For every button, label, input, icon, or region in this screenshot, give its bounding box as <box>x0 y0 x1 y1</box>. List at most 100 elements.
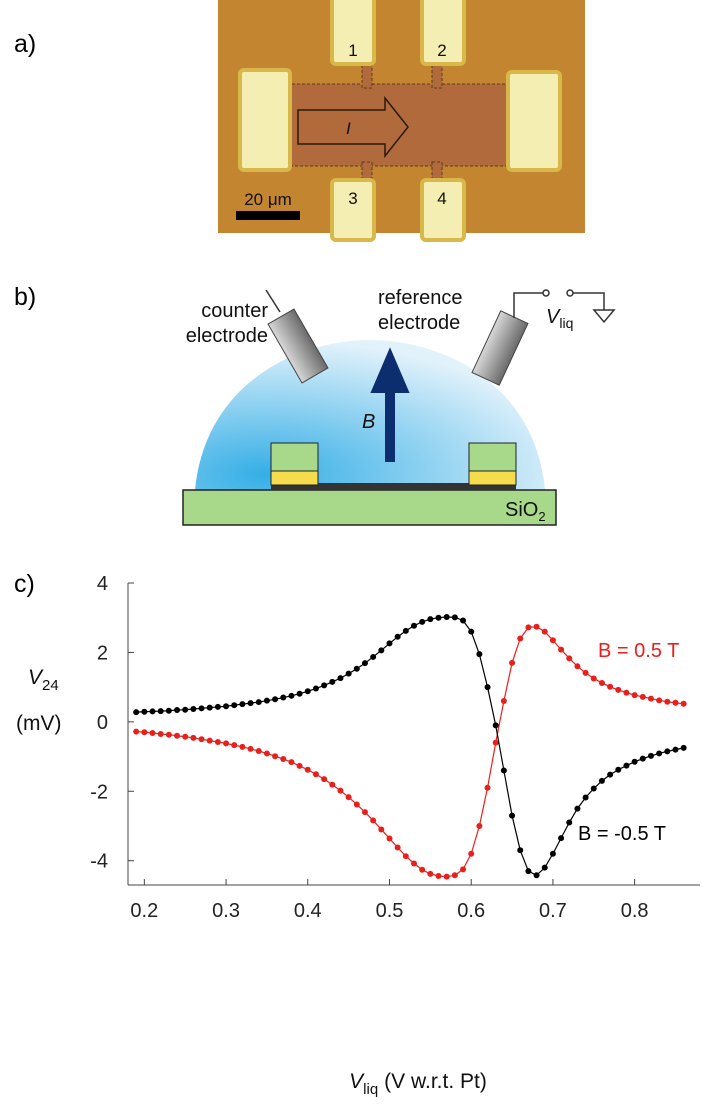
data-point <box>476 823 482 829</box>
data-point <box>403 628 409 634</box>
data-point <box>534 872 540 878</box>
data-point <box>591 675 597 681</box>
data-point <box>329 782 335 788</box>
data-point <box>297 691 303 697</box>
data-point <box>386 640 392 646</box>
data-point <box>436 615 442 621</box>
data-point <box>158 731 164 737</box>
x-tick-label: 0.4 <box>294 900 322 922</box>
data-point <box>362 660 368 666</box>
data-point <box>574 663 580 669</box>
data-point <box>199 736 205 742</box>
data-point <box>664 748 670 754</box>
data-point <box>264 698 270 704</box>
data-point <box>664 699 670 705</box>
counter-label: electrode <box>186 325 268 347</box>
data-point <box>493 722 499 728</box>
potential-label: Vliq <box>546 306 573 331</box>
data-point <box>182 707 188 713</box>
data-point <box>444 874 450 880</box>
data-point <box>248 700 254 706</box>
x-axis-label: Vliq(V w.r.t. Pt) <box>349 1070 487 1098</box>
data-point <box>599 680 605 686</box>
y-tick-label: -2 <box>90 781 108 803</box>
data-point <box>656 697 662 703</box>
data-point <box>231 702 237 708</box>
data-point <box>509 813 515 819</box>
pad-label: 4 <box>437 189 446 208</box>
data-point <box>272 696 278 702</box>
data-point <box>509 660 515 666</box>
data-point <box>166 708 172 714</box>
series-label: B = -0.5 T <box>578 823 666 845</box>
data-point <box>313 686 319 692</box>
counter-label: counter <box>201 300 268 322</box>
substrate-text: SiO <box>505 499 538 521</box>
figure: a) b) c) 1 2 3 4 I 20 μm <box>0 0 708 1118</box>
data-point <box>133 709 139 715</box>
data-point <box>591 785 597 791</box>
reference-label: reference <box>378 287 463 309</box>
data-point <box>640 694 646 700</box>
panel-label: a) <box>14 30 36 58</box>
substrate-sub: 2 <box>538 509 545 524</box>
data-point <box>632 692 638 698</box>
data-point <box>648 753 654 759</box>
data-point <box>248 746 254 752</box>
y-tick-label: 2 <box>97 642 108 664</box>
panel-label: b) <box>14 283 36 311</box>
data-point <box>558 835 564 841</box>
data-point <box>207 738 213 744</box>
data-point <box>427 616 433 622</box>
data-point <box>460 866 466 872</box>
data-point <box>599 778 605 784</box>
data-point <box>223 740 229 746</box>
data-point <box>583 670 589 676</box>
data-point <box>305 688 311 694</box>
data-point <box>395 634 401 640</box>
data-point <box>329 679 335 685</box>
data-point <box>452 872 458 878</box>
data-point <box>444 614 450 620</box>
data-point <box>239 701 245 707</box>
data-point <box>150 730 156 736</box>
x-tick-label: 0.5 <box>376 900 404 922</box>
data-point <box>272 753 278 759</box>
data-point <box>215 704 221 710</box>
data-point <box>362 809 368 815</box>
y-axis-unit: (mV) <box>16 712 62 735</box>
pad-label: 1 <box>348 41 357 60</box>
data-point <box>174 707 180 713</box>
data-point <box>395 845 401 851</box>
data-point <box>150 708 156 714</box>
data-point <box>386 835 392 841</box>
x-tick-label: 0.8 <box>621 900 649 922</box>
field-label: B <box>362 411 375 433</box>
data-point <box>337 788 343 794</box>
data-point <box>534 624 540 630</box>
data-point <box>337 675 343 681</box>
data-point <box>346 671 352 677</box>
data-point <box>207 705 213 711</box>
data-point <box>566 655 572 661</box>
data-point <box>517 636 523 642</box>
data-point <box>321 682 327 688</box>
data-point <box>199 705 205 711</box>
data-point <box>370 817 376 823</box>
data-point <box>485 785 491 791</box>
data-point <box>648 696 654 702</box>
data-point <box>280 756 286 762</box>
data-point <box>346 794 352 800</box>
data-point <box>501 698 507 704</box>
current-label: I <box>346 119 351 138</box>
data-point <box>419 619 425 625</box>
x-tick-label: 0.7 <box>539 900 567 922</box>
data-point <box>574 806 580 812</box>
data-point <box>566 820 572 826</box>
data-point <box>460 617 466 623</box>
data-point <box>681 745 687 751</box>
data-point <box>485 684 491 690</box>
data-point <box>468 629 474 635</box>
data-point <box>190 706 196 712</box>
data-point <box>133 729 139 735</box>
